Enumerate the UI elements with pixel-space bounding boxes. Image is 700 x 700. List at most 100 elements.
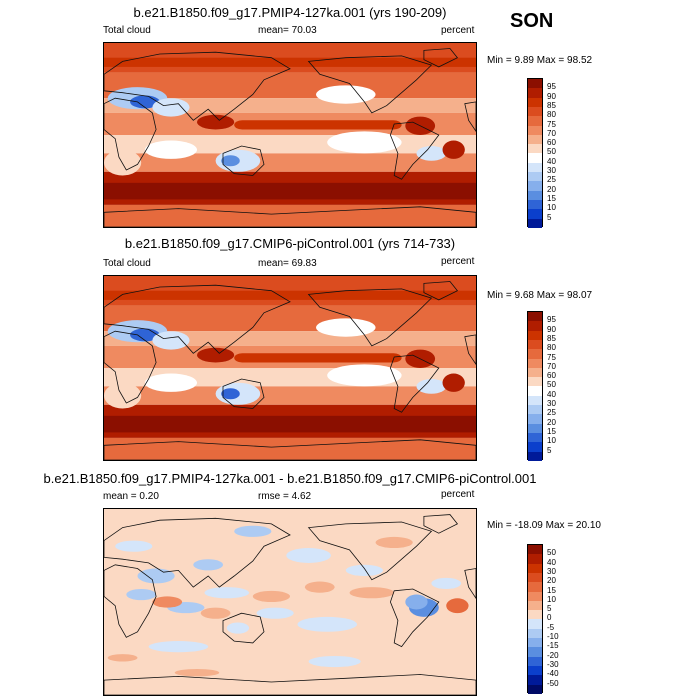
colorbar-swatch <box>528 619 542 630</box>
colorbar-label: 30 <box>547 566 556 576</box>
colorbar-label: 25 <box>547 408 556 418</box>
colorbar-label: 20 <box>547 417 556 427</box>
colorbar-swatch <box>528 432 542 443</box>
panel-1-minmax: Min = 9.89 Max = 98.52 <box>487 55 593 66</box>
panel-1-map <box>103 42 477 228</box>
panel-1-map-field <box>104 43 476 227</box>
colorbar-label: 90 <box>547 91 556 101</box>
colorbar-label: 25 <box>547 175 556 185</box>
colorbar-label: 10 <box>547 436 556 446</box>
colorbar-swatch <box>528 395 542 406</box>
colorbar-swatch <box>528 144 542 154</box>
colorbar-label: 75 <box>547 119 556 129</box>
colorbar-label: 15 <box>547 426 556 436</box>
colorbar-label: 50 <box>547 548 556 558</box>
colorbar-swatch <box>528 554 542 565</box>
colorbar-swatch <box>528 106 542 117</box>
colorbar-swatch <box>528 656 542 667</box>
panel-2-map <box>103 275 477 461</box>
colorbar-swatch <box>528 423 542 434</box>
panel-2-minmax: Min = 9.68 Max = 98.07 <box>487 290 593 301</box>
colorbar-swatch <box>528 628 542 639</box>
season-label: SON <box>510 10 554 32</box>
colorbar-label: -30 <box>547 659 559 669</box>
colorbar-swatch <box>528 638 542 648</box>
colorbar-box <box>527 544 543 695</box>
colorbar-label: -15 <box>547 641 559 651</box>
panel-3-map-field <box>104 509 476 695</box>
colorbar-swatch <box>528 153 542 164</box>
colorbar-label: -5 <box>547 622 555 632</box>
colorbar-label: 20 <box>547 576 556 586</box>
colorbar-swatch <box>528 339 542 350</box>
colorbar-label: 40 <box>547 557 556 567</box>
panel-3-minmax: Min = -18.09 Max = 20.10 <box>487 520 601 531</box>
colorbar-swatch <box>528 675 542 685</box>
colorbar-label: 40 <box>547 156 556 166</box>
colorbar-swatch <box>528 405 542 415</box>
colorbar-label: 10 <box>547 203 556 213</box>
colorbar-swatch <box>528 116 542 126</box>
colorbar-swatch <box>528 125 542 136</box>
colorbar-swatch <box>528 665 542 676</box>
colorbar-label: 15 <box>547 585 556 595</box>
colorbar-label: 30 <box>547 166 556 175</box>
colorbar-swatch <box>528 190 542 201</box>
colorbar-swatch <box>528 386 542 397</box>
panel-2-variable-label: Total cloud <box>103 258 151 269</box>
colorbar-label: 85 <box>547 100 556 110</box>
colorbar-swatch <box>528 79 542 89</box>
colorbar-swatch <box>528 591 542 602</box>
colorbar-swatch <box>528 209 542 219</box>
colorbar-label: 5 <box>547 445 552 455</box>
colorbar-swatch <box>528 162 542 173</box>
colorbar-swatch <box>528 218 542 229</box>
colorbar-label: -50 <box>547 678 559 688</box>
panel-2-mean-label: mean= 69.83 <box>258 258 317 269</box>
colorbar-swatch <box>528 451 542 462</box>
panel-3-rmse-label: rmse = 4.62 <box>258 491 312 502</box>
panel-2-map-field <box>104 276 476 460</box>
colorbar-swatch <box>528 97 542 108</box>
colorbar-swatch <box>528 349 542 359</box>
colorbar-label: 95 <box>547 82 556 92</box>
colorbar-label: 60 <box>547 371 556 381</box>
panel-1-variable-label: Total cloud <box>103 25 151 36</box>
colorbar-label: 75 <box>547 352 556 362</box>
colorbar-swatch <box>528 134 542 145</box>
colorbar-label: 80 <box>547 343 556 353</box>
colorbar-swatch <box>528 610 542 620</box>
colorbar-label: 15 <box>547 193 556 203</box>
panel-3-units-label: percent <box>441 489 475 500</box>
colorbar-swatch <box>528 563 542 574</box>
colorbar-swatch <box>528 600 542 611</box>
colorbar-swatch <box>528 572 542 583</box>
colorbar-swatch <box>528 172 542 182</box>
colorbar-swatch <box>528 684 542 695</box>
colorbar-label: 20 <box>547 184 556 194</box>
colorbar-swatch <box>528 545 542 555</box>
panel-3-mean-label: mean = 0.20 <box>103 491 159 502</box>
panel-1-units-label: percent <box>441 25 475 36</box>
colorbar-label: 40 <box>547 389 556 399</box>
colorbar-label: 5 <box>547 212 552 222</box>
colorbar-label: -20 <box>547 650 559 660</box>
panel-3-map <box>103 508 477 696</box>
colorbar-label: 95 <box>547 315 556 325</box>
colorbar-swatch <box>528 442 542 452</box>
colorbar-label: 70 <box>547 128 556 138</box>
colorbar-swatch <box>528 321 542 332</box>
colorbar-label: 80 <box>547 110 556 120</box>
colorbar-label: 50 <box>547 380 556 390</box>
colorbar-swatch <box>528 358 542 369</box>
colorbar-swatch <box>528 312 542 322</box>
panel-1-title: b.e21.B1850.f09_g17.PMIP4-127ka.001 (yrs… <box>133 5 447 20</box>
colorbar-swatch <box>528 414 542 425</box>
colorbar-box <box>527 78 543 229</box>
colorbar-swatch <box>528 199 542 210</box>
panel-1-mean-label: mean= 70.03 <box>258 25 317 36</box>
colorbar-label: 0 <box>547 613 552 623</box>
colorbar-label: -10 <box>547 632 559 641</box>
colorbar-swatch <box>528 181 542 192</box>
colorbar-label: 30 <box>547 399 556 408</box>
